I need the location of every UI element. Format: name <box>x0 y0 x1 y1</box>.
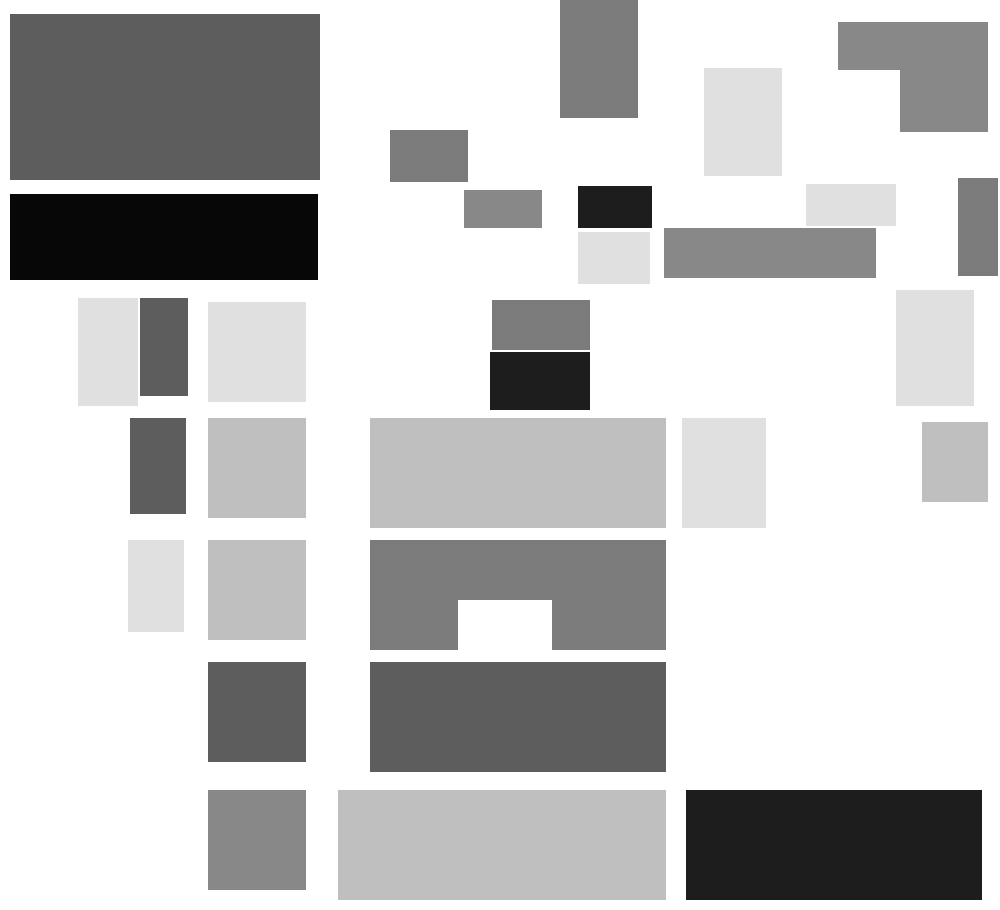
rect-r03 <box>390 130 468 182</box>
rect-r20 <box>130 418 186 514</box>
rect-r04 <box>464 190 542 228</box>
rect-r25 <box>128 540 184 632</box>
rect-r21 <box>208 418 306 518</box>
rect-r16 <box>208 302 306 402</box>
rect-r14 <box>78 298 138 406</box>
rect-r06 <box>578 186 652 228</box>
rect-r08 <box>704 68 782 176</box>
rect-r24 <box>922 422 988 502</box>
rect-r22 <box>370 418 666 528</box>
rect-r32 <box>686 790 982 900</box>
rect-r07 <box>578 232 650 284</box>
rect-r30 <box>208 790 306 890</box>
rect-r05 <box>560 0 638 118</box>
rect-r29 <box>370 662 666 772</box>
rect-r01 <box>10 14 320 180</box>
rect-r12 <box>806 184 896 226</box>
rect-r13 <box>958 178 998 276</box>
rect-r15 <box>140 298 188 396</box>
rect-r23 <box>682 418 766 528</box>
rect-r02 <box>10 194 318 280</box>
rect-r17 <box>492 300 590 350</box>
rect-r11 <box>900 70 988 132</box>
rect-r19 <box>896 290 974 406</box>
rect-r31 <box>338 790 666 900</box>
rect-r09 <box>664 228 876 278</box>
abstract-composition <box>0 0 1000 910</box>
rect-r27cut <box>458 600 552 650</box>
rect-r28 <box>208 662 306 762</box>
rect-r10 <box>838 22 988 70</box>
rect-r26 <box>208 540 306 640</box>
rect-r18 <box>490 352 590 410</box>
